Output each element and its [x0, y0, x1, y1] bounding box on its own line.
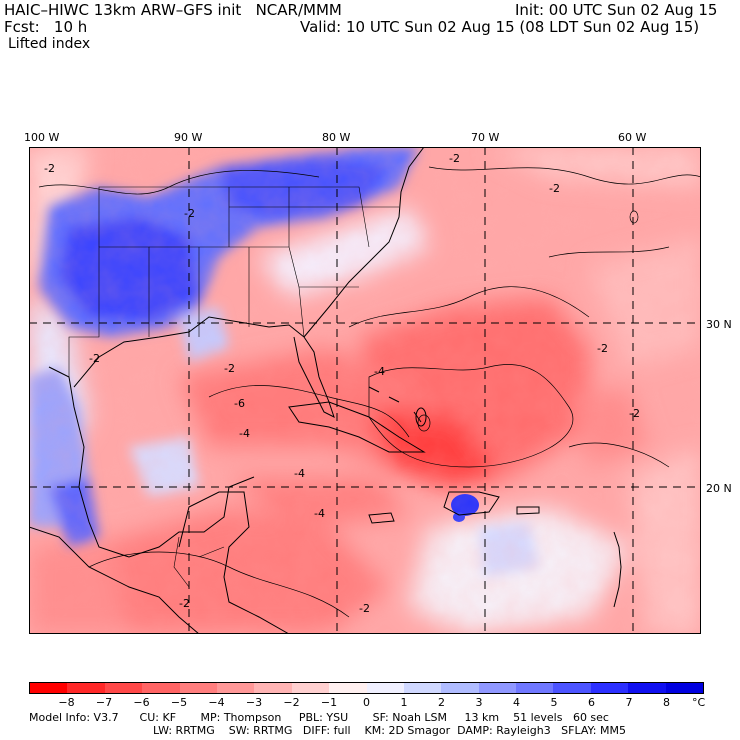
lon-label-100w: 100 W	[24, 131, 60, 144]
colorbar-cell	[441, 683, 479, 693]
contour-label: -2	[224, 362, 235, 375]
colorbar-cell	[478, 683, 517, 693]
lon-label-90w: 90 W	[174, 131, 203, 144]
lon-label-80w: 80 W	[322, 131, 351, 144]
field-name: Lifted index	[8, 36, 91, 52]
colorbar-cell	[665, 683, 704, 693]
colorbar-tick-label: 0	[363, 696, 370, 709]
colorbar-cell	[30, 683, 68, 693]
contour-label: -2	[597, 342, 608, 355]
contour-label: -2	[89, 352, 100, 365]
contour-label: -2	[44, 162, 55, 175]
colorbar-cell	[104, 683, 143, 693]
contour-label: -2	[449, 152, 460, 165]
contour-label: -4	[239, 427, 250, 440]
contour-label: -4	[294, 467, 305, 480]
colorbar-tick-label: −4	[208, 696, 225, 709]
colorbar-cell	[142, 683, 180, 693]
map-canvas: -2 -2 -2 -2 -4 -4 -2 -2 -4 -2 -6 -2 -4 -…	[28, 146, 702, 635]
forecast-hour: Fcst: 10 h	[4, 18, 88, 36]
political-borders	[68, 186, 399, 588]
colorbar-tick-label: −6	[133, 696, 150, 709]
colorbar-cell	[366, 683, 404, 693]
model-title: HAIC–HIWC 13km ARW–GFS init NCAR/MMM	[4, 1, 342, 19]
lon-label-60w: 60 W	[618, 131, 647, 144]
contour-lines	[38, 166, 702, 618]
colorbar-tick-label: 4	[513, 696, 520, 709]
colorbar-tick-label: 7	[625, 696, 633, 709]
contour-label: -2	[179, 597, 190, 610]
model-info-line-2: LW: RRTMG SW: RRTMG DIFF: full KM: 2D Sm…	[153, 724, 626, 737]
colorbar-tick-label: −5	[170, 696, 188, 709]
colorbar-cell	[329, 683, 367, 693]
lat-lon-grid	[29, 147, 701, 634]
colorbar-cell	[590, 683, 629, 693]
contour-label: -2	[629, 407, 640, 420]
colorbar-tick-label: −7	[95, 696, 113, 709]
colorbar-tick-label: 6	[588, 696, 595, 709]
contour-label: -6	[234, 397, 245, 410]
field-texture	[29, 147, 701, 634]
colorbar-tick-label: −2	[283, 696, 300, 709]
colorbar-cell	[403, 683, 442, 693]
colorbar-tick-label: 8	[663, 696, 670, 709]
contour-labels: -2 -2 -2 -2 -4 -4 -2 -2 -4 -2 -6 -2 -4 -…	[44, 152, 640, 615]
colorbar-cell	[254, 683, 292, 693]
colorbar-cell	[291, 683, 330, 693]
contour-label: -2	[359, 602, 370, 615]
colorbar-cell	[179, 683, 217, 693]
colorbar-cell	[516, 683, 554, 693]
contour-label: -4	[374, 365, 385, 378]
lifted-index-map: -2 -2 -2 -2 -4 -4 -2 -2 -4 -2 -6 -2 -4 -…	[28, 146, 702, 635]
colorbar-cell	[553, 683, 591, 693]
colorbar	[29, 682, 704, 694]
model-info-line-1: Model Info: V3.7 CU: KF MP: Thompson PBL…	[29, 711, 609, 724]
colorbar-cell	[628, 683, 666, 693]
colorbar-cell	[216, 683, 255, 693]
lon-label-70w: 70 W	[471, 131, 500, 144]
colorbar-tick-label: 2	[438, 696, 445, 709]
contour-label: -2	[184, 207, 195, 220]
colorbar-tick-label: −8	[58, 696, 75, 709]
colorbar-tick-label: 5	[550, 696, 558, 709]
contour-label: -4	[314, 507, 325, 520]
colorbar-tick-label: 1	[400, 696, 408, 709]
colorbar-tick-label: 3	[475, 696, 483, 709]
colorbar-cell	[67, 683, 105, 693]
lat-label-20n: 20 N	[706, 482, 732, 495]
contour-label: -2	[549, 182, 560, 195]
lat-label-30n: 30 N	[706, 318, 732, 331]
colorbar-tick-label: −1	[320, 696, 338, 709]
init-time: Init: 00 UTC Sun 02 Aug 15	[515, 1, 718, 19]
colorbar-unit: °C	[692, 696, 706, 709]
valid-time: Valid: 10 UTC Sun 02 Aug 15 (08 LDT Sun …	[300, 18, 700, 36]
map-frame	[29, 147, 701, 634]
colorbar-tick-label: −3	[245, 696, 263, 709]
